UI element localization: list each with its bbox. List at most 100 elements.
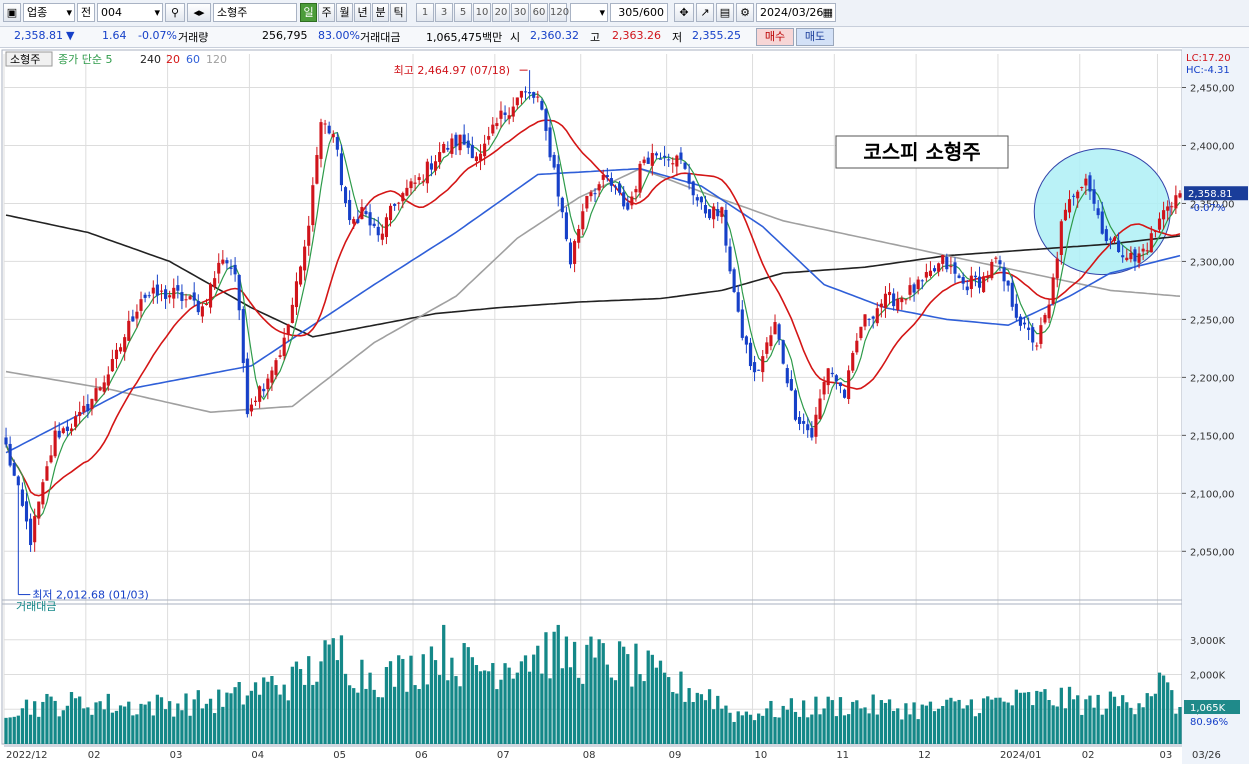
volume-bar[interactable] (57, 716, 61, 744)
volume-bar[interactable] (1125, 702, 1129, 744)
volume-bar[interactable] (433, 660, 438, 744)
volume-bar[interactable] (761, 715, 765, 744)
volume-bar[interactable] (622, 646, 626, 744)
candle-body[interactable] (973, 275, 977, 278)
volume-bar[interactable] (1157, 672, 1162, 744)
candle-body[interactable] (540, 100, 544, 110)
volume-bar[interactable] (290, 666, 295, 744)
candle-body[interactable] (356, 219, 360, 223)
volume-bar[interactable] (1059, 687, 1063, 744)
candle-body[interactable] (33, 516, 37, 543)
candle-body[interactable] (119, 347, 123, 352)
volume-bar[interactable] (802, 700, 806, 744)
candle-body[interactable] (605, 175, 609, 178)
volume-bar[interactable] (1137, 703, 1141, 744)
candle-body[interactable] (348, 199, 352, 221)
volume-bar[interactable] (41, 701, 45, 744)
volume-bar[interactable] (650, 654, 654, 744)
volume-bar[interactable] (634, 643, 638, 744)
candle-body[interactable] (536, 96, 540, 98)
candle-body[interactable] (564, 212, 568, 240)
volume-bar[interactable] (368, 672, 372, 744)
candle-body[interactable] (393, 204, 397, 206)
candle-body[interactable] (532, 92, 536, 98)
volume-bar[interactable] (192, 699, 196, 744)
candle-body[interactable] (98, 387, 102, 391)
candle-body[interactable] (1145, 250, 1149, 252)
volume-bar[interactable] (45, 693, 49, 744)
candle-body[interactable] (720, 207, 724, 217)
trend-icon[interactable]: ↗ (696, 3, 714, 22)
volume-bar[interactable] (208, 698, 213, 744)
candle-body[interactable] (213, 278, 217, 288)
candle-body[interactable] (834, 375, 838, 382)
volume-bar[interactable] (1006, 702, 1010, 744)
candle-body[interactable] (41, 482, 45, 505)
volume-bar[interactable] (380, 697, 384, 744)
volume-bar[interactable] (1080, 714, 1084, 744)
volume-bar[interactable] (172, 716, 176, 744)
code-input[interactable]: 004 ▾ (97, 3, 163, 22)
volume-bar[interactable] (777, 717, 781, 744)
volume-bar[interactable] (785, 709, 789, 744)
volume-bar[interactable] (900, 719, 904, 744)
volume-bar[interactable] (617, 641, 622, 744)
volume-bar[interactable] (527, 671, 532, 744)
candle-body[interactable] (515, 97, 519, 106)
volume-bar[interactable] (409, 655, 413, 744)
candle-body[interactable] (491, 124, 495, 134)
volume-bar[interactable] (458, 686, 462, 744)
candle-body[interactable] (1178, 193, 1182, 198)
candle-body[interactable] (986, 276, 990, 278)
candle-body[interactable] (413, 182, 417, 184)
volume-bar[interactable] (24, 699, 29, 744)
volume-bar[interactable] (1055, 706, 1059, 744)
interval-button[interactable]: 5 (454, 3, 472, 22)
candle-body[interactable] (82, 405, 86, 412)
candle-body[interactable] (937, 263, 941, 272)
candle-body[interactable] (585, 195, 589, 209)
candle-body[interactable] (1010, 282, 1014, 307)
volume-bar[interactable] (908, 714, 912, 744)
volume-bar[interactable] (990, 699, 994, 744)
volume-bar[interactable] (339, 635, 344, 744)
volume-bar[interactable] (793, 711, 798, 744)
volume-bar[interactable] (302, 684, 307, 744)
volume-bar[interactable] (323, 640, 327, 744)
candle-body[interactable] (945, 256, 949, 270)
volume-bar[interactable] (981, 698, 986, 744)
candle-body[interactable] (671, 163, 675, 165)
volume-bar[interactable] (949, 697, 953, 744)
volume-bar[interactable] (1133, 714, 1137, 744)
volume-bar[interactable] (671, 692, 675, 744)
candle-body[interactable] (401, 193, 405, 202)
candle-body[interactable] (1157, 218, 1162, 230)
candle-body[interactable] (503, 112, 507, 115)
volume-bar[interactable] (78, 696, 82, 744)
candle-body[interactable] (593, 193, 597, 195)
volume-bar[interactable] (421, 654, 425, 744)
candle-body[interactable] (634, 189, 638, 193)
candle-body[interactable] (446, 147, 450, 150)
volume-bar[interactable] (1071, 699, 1076, 744)
candle-body[interactable] (483, 143, 487, 157)
volume-bar[interactable] (887, 699, 892, 744)
volume-bar[interactable] (548, 678, 552, 744)
volume-bar[interactable] (1096, 694, 1100, 744)
volume-bar[interactable] (298, 669, 303, 744)
volume-bar[interactable] (474, 664, 479, 744)
volume-bar[interactable] (658, 660, 663, 744)
volume-bar[interactable] (585, 644, 589, 744)
candle-body[interactable] (1014, 303, 1018, 318)
candle-body[interactable] (184, 299, 188, 301)
volume-bar[interactable] (454, 676, 458, 744)
volume-bar[interactable] (168, 701, 172, 744)
candle-body[interactable] (1162, 210, 1166, 220)
volume-bar[interactable] (928, 701, 933, 744)
volume-bar[interactable] (564, 636, 569, 744)
candle-body[interactable] (180, 292, 184, 301)
volume-bar[interactable] (311, 684, 315, 744)
volume-bar[interactable] (499, 679, 503, 744)
volume-bar[interactable] (806, 717, 810, 744)
candle-body[interactable] (37, 501, 41, 519)
